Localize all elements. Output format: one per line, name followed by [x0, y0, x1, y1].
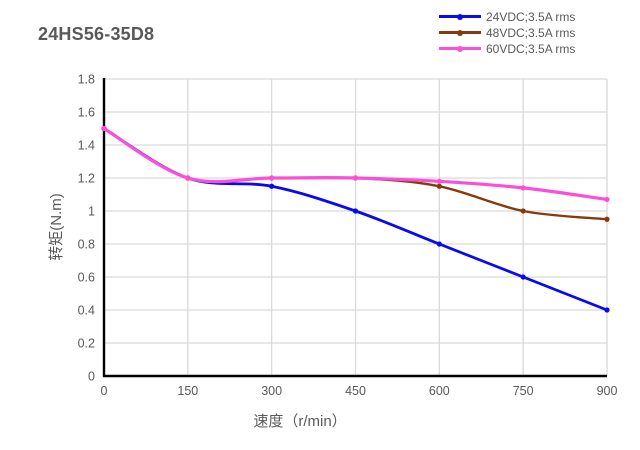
x-tick-label: 150: [177, 384, 198, 398]
legend-label: 24VDC;3.5A rms: [486, 9, 576, 24]
data-point-marker: [520, 208, 526, 214]
legend: 24VDC;3.5A rms 48VDC;3.5A rms 60VDC;3.5A r…: [439, 9, 576, 56]
legend-line-swatch: [439, 29, 481, 36]
data-point-marker: [604, 216, 610, 222]
x-tick-label: 750: [513, 384, 534, 398]
x-axis-title: 速度（r/min）: [253, 413, 347, 430]
data-point-marker: [269, 183, 275, 189]
y-tick-label: 0: [88, 370, 95, 384]
y-tick-label: 0.8: [78, 238, 95, 252]
y-tick-label: 0.4: [78, 304, 95, 318]
chart-title: 24HS56-35D8: [38, 24, 155, 44]
legend-line-swatch: [439, 13, 481, 20]
y-tick-label: 1.4: [78, 139, 95, 153]
data-point-marker: [436, 241, 442, 247]
data-point-marker: [352, 208, 359, 214]
y-tick-label: 1.2: [78, 172, 95, 186]
data-point-marker: [604, 307, 610, 313]
y-tick-label: 0.2: [78, 337, 95, 351]
gridlines: [103, 78, 608, 377]
y-tick-label: 1: [88, 205, 95, 219]
x-tick-label: 600: [429, 384, 450, 398]
x-tick-label: 450: [345, 384, 366, 398]
y-tick-label: 1.6: [78, 106, 95, 120]
y-tick-label: 0.6: [78, 271, 95, 285]
data-point-marker: [352, 175, 359, 181]
legend-item-1: 48VDC;3.5A rms: [439, 25, 576, 40]
legend-marker-dot: [457, 29, 463, 36]
legend-line-swatch: [439, 45, 481, 52]
y-tick-label: 1.8: [78, 73, 95, 87]
data-point-marker: [520, 185, 526, 191]
data-point-marker: [101, 125, 107, 132]
legend-item-0: 24VDC;3.5A rms: [439, 9, 576, 24]
data-point-marker: [185, 175, 191, 181]
y-axis-title: 转矩(N.m): [48, 193, 65, 261]
x-tick-label: 300: [261, 384, 282, 398]
data-point-marker: [604, 196, 610, 203]
data-point-marker: [436, 183, 442, 189]
x-tick-label: 0: [101, 384, 108, 398]
legend-label: 48VDC;3.5A rms: [486, 25, 576, 40]
legend-marker-dot: [457, 45, 463, 52]
tick-labels: 0 0.2 0.4 0.6 0.8 1 1.2 1.4 1.6 1.8 0 150 300 450 600 7…: [78, 73, 618, 399]
data-point-marker: [269, 175, 275, 181]
legend-item-2: 60VDC;3.5A rms: [439, 41, 576, 56]
x-tick-label: 900: [597, 384, 618, 398]
series-60vdc-3-5a-rms: [101, 125, 610, 203]
data-point-marker: [520, 274, 526, 280]
legend-marker-dot: [457, 13, 463, 20]
data-point-marker: [436, 178, 442, 184]
legend-label: 60VDC;3.5A rms: [486, 41, 576, 56]
